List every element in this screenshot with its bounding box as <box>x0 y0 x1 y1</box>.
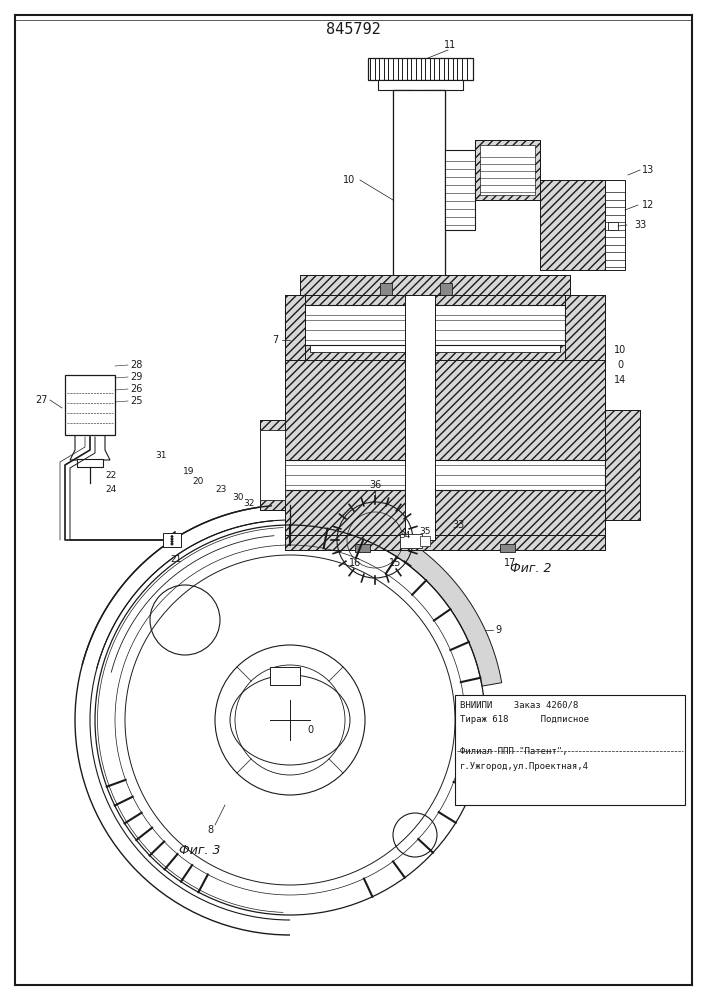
Polygon shape <box>70 435 110 460</box>
Text: 8: 8 <box>207 825 213 835</box>
Bar <box>445 150 475 230</box>
Text: 26: 26 <box>130 384 142 394</box>
Text: 36: 36 <box>369 480 381 490</box>
Text: 31: 31 <box>155 450 167 460</box>
Polygon shape <box>341 512 502 686</box>
Circle shape <box>171 538 173 540</box>
Bar <box>355 544 370 552</box>
Bar <box>420 536 430 546</box>
Bar <box>285 360 605 540</box>
Text: Фиг. 2: Фиг. 2 <box>510 562 551 574</box>
Bar <box>475 140 540 200</box>
Bar <box>380 283 392 295</box>
Text: 20: 20 <box>192 477 204 486</box>
Text: Филиал ППП "Патент",: Филиал ППП "Патент", <box>460 747 568 756</box>
Text: 27: 27 <box>35 395 48 405</box>
Text: 30: 30 <box>232 492 243 502</box>
Text: 9: 9 <box>495 625 501 635</box>
Bar <box>300 275 570 295</box>
Bar <box>300 295 570 360</box>
Bar <box>300 275 570 295</box>
Text: 24: 24 <box>105 486 116 494</box>
Text: 22: 22 <box>105 471 116 480</box>
Text: 23: 23 <box>215 486 226 494</box>
Bar <box>285 460 605 490</box>
Text: Фиг. 3: Фиг. 3 <box>180 844 221 856</box>
Bar <box>475 140 540 200</box>
Text: ВНИИПИ    Заказ 4260/8: ВНИИПИ Заказ 4260/8 <box>460 700 578 709</box>
Text: 845792: 845792 <box>326 22 380 37</box>
Text: 16: 16 <box>349 558 361 568</box>
Bar <box>605 410 640 520</box>
Bar <box>285 295 305 360</box>
Text: 0: 0 <box>617 360 623 370</box>
Circle shape <box>171 535 173 538</box>
Bar <box>260 420 285 510</box>
Bar <box>400 534 422 548</box>
Bar <box>285 535 605 550</box>
Text: 34: 34 <box>399 530 411 540</box>
Bar <box>65 375 115 435</box>
Text: 7: 7 <box>271 335 278 345</box>
Bar <box>405 295 435 540</box>
Bar <box>440 283 452 295</box>
Circle shape <box>171 540 173 543</box>
Text: 35: 35 <box>419 528 431 536</box>
Bar <box>565 295 605 360</box>
Bar <box>540 180 605 270</box>
Bar <box>608 222 618 230</box>
Text: Тираж 618      Подписное: Тираж 618 Подписное <box>460 715 589 724</box>
Bar <box>480 145 535 195</box>
Bar <box>310 337 560 352</box>
Text: 19: 19 <box>183 468 194 477</box>
Bar <box>605 180 625 270</box>
Bar <box>260 420 285 510</box>
Text: г.Ужгород,ул.Проектная,4: г.Ужгород,ул.Проектная,4 <box>460 762 589 771</box>
Text: 21: 21 <box>170 556 182 564</box>
Bar <box>285 535 605 550</box>
Bar <box>285 295 305 360</box>
Bar <box>565 295 605 360</box>
Bar <box>260 430 285 500</box>
Bar <box>368 58 473 80</box>
Bar <box>310 305 560 320</box>
Bar <box>425 90 445 300</box>
Text: 14: 14 <box>614 375 626 385</box>
Text: 33: 33 <box>634 220 646 230</box>
Bar <box>77 459 103 467</box>
Bar <box>500 544 515 552</box>
Text: 17: 17 <box>504 558 516 568</box>
Text: 28: 28 <box>130 360 142 370</box>
Bar <box>455 695 685 805</box>
Text: 32: 32 <box>243 499 255 508</box>
Bar <box>163 533 181 547</box>
Text: 0: 0 <box>307 725 313 735</box>
Text: 12: 12 <box>642 200 654 210</box>
Circle shape <box>171 543 173 545</box>
Bar <box>605 410 640 520</box>
Text: 11: 11 <box>444 40 456 50</box>
Bar <box>300 295 570 360</box>
Text: 15: 15 <box>389 558 401 568</box>
Text: 29: 29 <box>130 372 142 382</box>
Bar <box>393 90 413 300</box>
Text: 13: 13 <box>642 165 654 175</box>
Text: 33: 33 <box>452 520 464 530</box>
Bar <box>285 360 605 540</box>
Bar <box>540 180 605 270</box>
Text: 10: 10 <box>343 175 355 185</box>
Bar <box>270 667 300 685</box>
Bar <box>378 80 463 90</box>
Text: 25: 25 <box>130 396 143 406</box>
Bar <box>393 90 445 300</box>
Bar <box>285 305 565 345</box>
Text: 10: 10 <box>614 345 626 355</box>
